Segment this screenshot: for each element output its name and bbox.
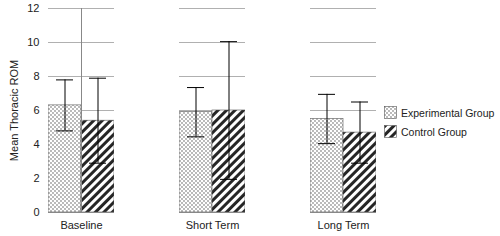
- svg-text:2: 2: [33, 172, 39, 184]
- svg-text:12: 12: [27, 2, 39, 14]
- svg-text:Long Term: Long Term: [318, 219, 370, 231]
- svg-text:4: 4: [33, 138, 39, 150]
- svg-text:Baseline: Baseline: [60, 219, 102, 231]
- html-text:Control Group: Control Group: [401, 125, 467, 138]
- svg-text:6: 6: [33, 104, 39, 116]
- svg-text:8: 8: [33, 70, 39, 82]
- svg-text:Mean Thoracic ROM: Mean Thoracic ROM: [8, 60, 20, 161]
- svg-text:10: 10: [27, 36, 39, 48]
- html-text:Experimental Group: Experimental Group: [401, 106, 495, 119]
- svg-text:Short Term: Short Term: [186, 219, 240, 231]
- svg-text:0: 0: [33, 206, 39, 218]
